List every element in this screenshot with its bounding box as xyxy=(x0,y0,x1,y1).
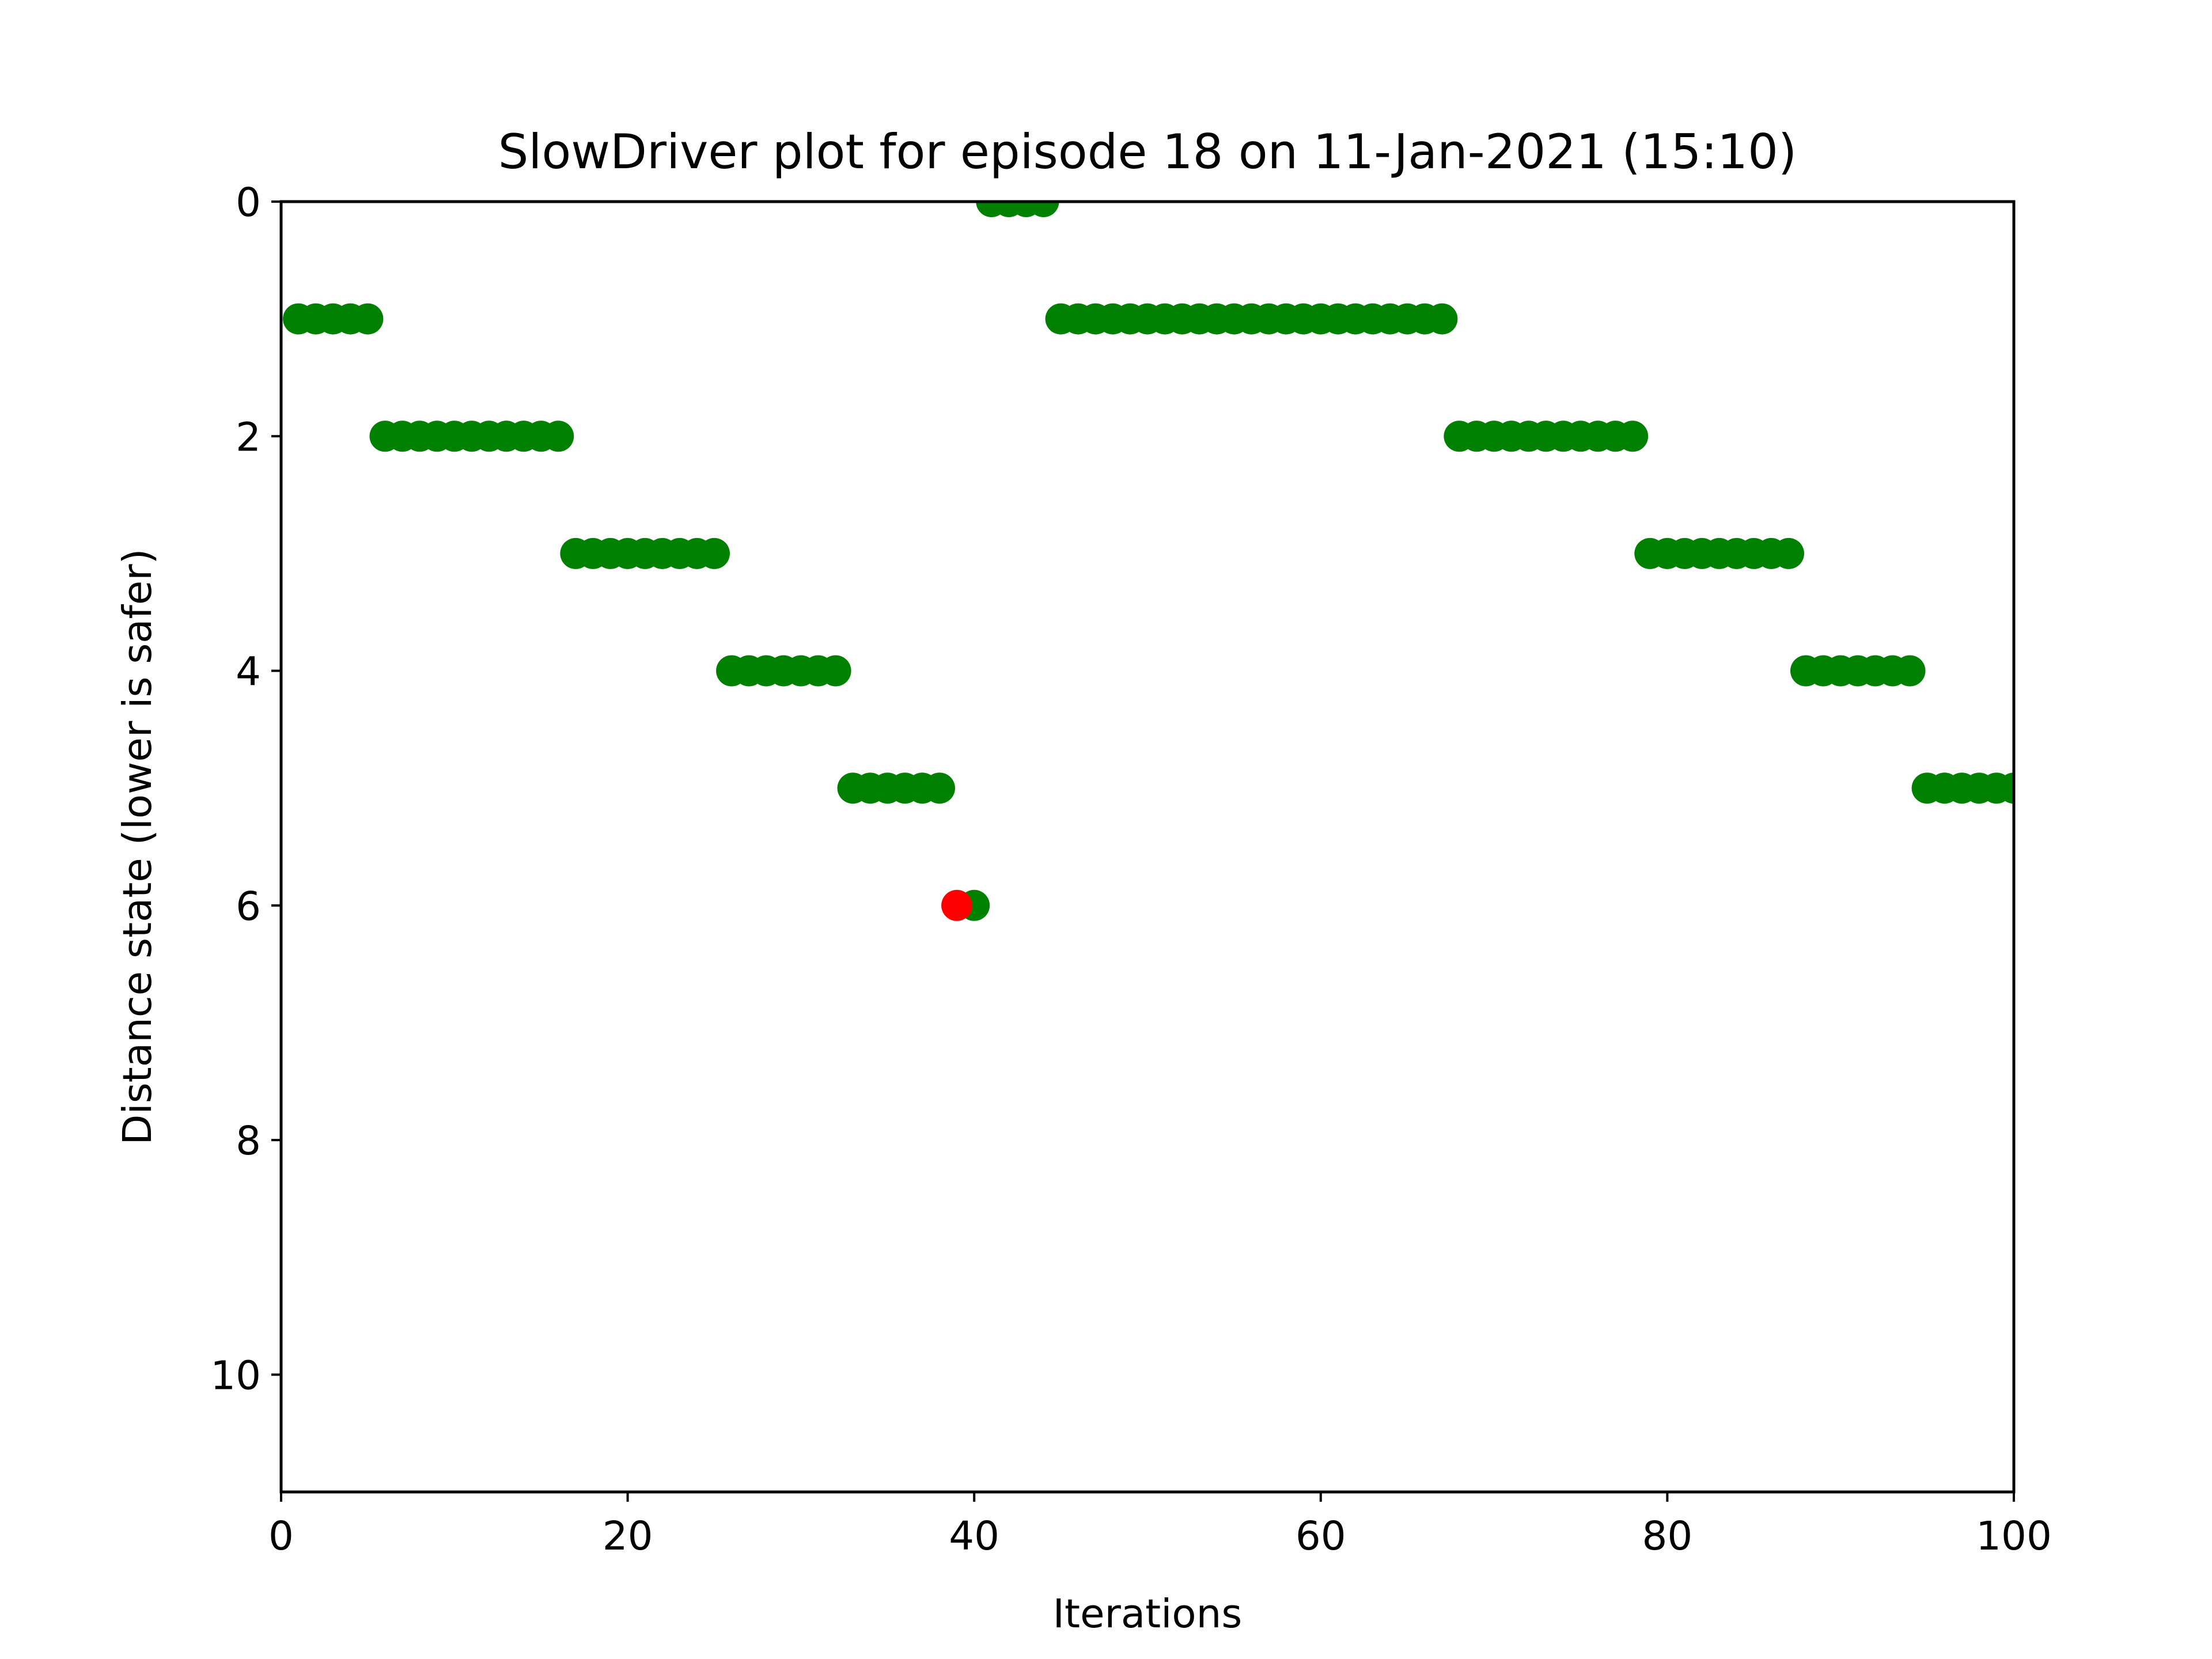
x-axis-label: Iterations xyxy=(1053,1591,1243,1637)
y-tick-label: 0 xyxy=(236,180,261,226)
data-point xyxy=(1617,421,1649,452)
y-tick-label: 4 xyxy=(236,649,261,695)
data-point xyxy=(941,889,973,921)
x-tick-label: 20 xyxy=(603,1513,653,1559)
data-markers xyxy=(283,202,2014,921)
plot-frame xyxy=(279,200,2016,1494)
data-point xyxy=(1894,655,1926,687)
data-point xyxy=(924,772,955,804)
chart-title: SlowDriver plot for episode 18 on 11-Jan… xyxy=(498,124,1797,180)
y-tick-label: 10 xyxy=(210,1353,261,1399)
y-tick-label: 6 xyxy=(236,884,261,930)
x-tick-label: 80 xyxy=(1642,1513,1692,1559)
x-tick-label: 60 xyxy=(1296,1513,1346,1559)
x-axis: 0 20 40 60 80 100 xyxy=(268,1492,2052,1559)
data-point xyxy=(1773,537,1804,569)
data-point xyxy=(820,655,851,687)
x-tick-label: 100 xyxy=(1976,1513,2052,1559)
y-axis: 0 2 4 6 8 10 xyxy=(210,180,281,1399)
y-tick-label: 8 xyxy=(236,1118,261,1164)
data-point xyxy=(1998,772,2014,804)
y-tick-label: 2 xyxy=(236,414,261,460)
data-point xyxy=(1426,303,1458,335)
x-tick-label: 40 xyxy=(949,1513,999,1559)
data-point xyxy=(699,537,730,569)
y-axis-label: Distance state (lower is safer) xyxy=(115,548,161,1145)
data-point xyxy=(543,421,574,452)
data-point xyxy=(1028,202,1059,217)
x-tick-label: 0 xyxy=(268,1513,294,1559)
data-point xyxy=(352,303,384,335)
